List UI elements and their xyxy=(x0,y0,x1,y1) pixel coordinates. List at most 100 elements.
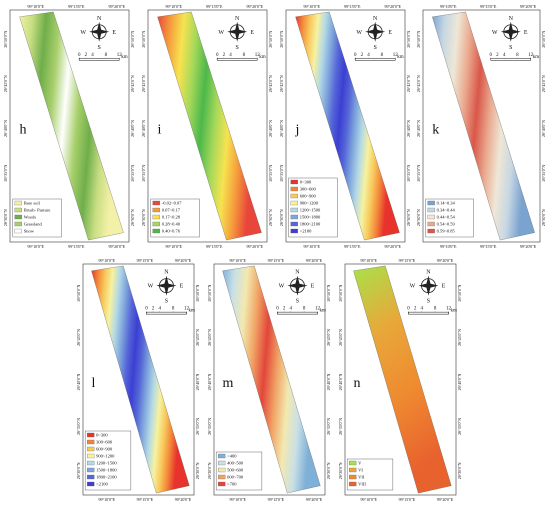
lon-label-bottom: 99°15'0"E xyxy=(268,497,285,502)
compass-s: S xyxy=(427,299,430,305)
legend-swatch xyxy=(290,214,298,220)
scale-bar xyxy=(277,311,318,315)
legend-swatch xyxy=(87,453,95,459)
lat-label-left: 26°35'0"N xyxy=(76,418,81,435)
compass-n: N xyxy=(295,270,300,276)
legend-label: <400 xyxy=(227,454,237,459)
lon-label-top: 99°10'0"E xyxy=(166,4,183,9)
lat-label-left: 26°40'0"N xyxy=(338,373,343,390)
scale-label: 0 xyxy=(407,307,410,312)
lon-label-top: 99°15'0"E xyxy=(399,258,416,263)
lon-label-top: 99°10'0"E xyxy=(28,4,45,9)
lat-label-right: 26°30'0"N xyxy=(541,209,546,226)
lon-label-top: 99°10'0"E xyxy=(230,258,247,263)
lon-label-top: 99°10'0"E xyxy=(304,4,321,9)
legend-label: -0.02~0.07 xyxy=(162,201,182,206)
lat-label-left: 26°40'0"N xyxy=(279,120,284,137)
legend-label: Snow xyxy=(24,229,35,234)
scale-label: 2 xyxy=(85,53,88,58)
legend-label: >700 xyxy=(227,482,237,487)
legend-label: 0.07~0.17 xyxy=(162,208,181,213)
lat-label-left: 26°35'0"N xyxy=(3,165,8,182)
legend-swatch xyxy=(349,460,357,466)
legend-label: Bare soil xyxy=(24,201,41,206)
legend-swatch xyxy=(152,228,160,234)
compass-star xyxy=(156,275,177,296)
compass-s: S xyxy=(98,45,101,51)
lat-label-right: 26°50'0"N xyxy=(457,285,462,302)
scale-label: 8 xyxy=(172,307,175,312)
lon-label-bottom: 99°15'0"E xyxy=(206,244,223,249)
panel-label: n xyxy=(354,376,361,391)
legend-label: 300~600 xyxy=(96,440,113,445)
scale-label: 0 xyxy=(78,53,81,58)
scale-unit: km xyxy=(259,55,266,60)
lat-label-right: 26°35'0"N xyxy=(541,165,546,182)
scale-label: 4 xyxy=(503,53,506,58)
terrain-strip xyxy=(157,11,262,241)
scale-label: 0 xyxy=(145,307,148,312)
lon-label-top: 99°15'0"E xyxy=(344,4,361,9)
legend-swatch xyxy=(218,453,226,459)
legend-label: 0.44~0.54 xyxy=(437,215,456,220)
compass-e: E xyxy=(180,284,184,290)
legend-swatch xyxy=(87,460,95,466)
map-panel: 99°10'0"E 99°10'0"E 99°15'0"E 99°15'0"E 99°2… xyxy=(207,258,331,502)
scale-label: 12 xyxy=(255,53,261,58)
lat-label-left: 26°45'0"N xyxy=(141,75,146,92)
legend-swatch xyxy=(14,207,22,213)
scale-bar xyxy=(216,58,258,61)
compass-e: E xyxy=(524,30,528,36)
compass-n: N xyxy=(373,16,378,22)
scale-label: 4 xyxy=(159,307,162,312)
legend-label: 1800~2100 xyxy=(96,475,117,480)
lat-label-right: 26°50'0"N xyxy=(541,31,546,48)
lat-label-left: 26°40'0"N xyxy=(76,373,81,390)
compass-w: W xyxy=(356,30,362,36)
scale-label: 4 xyxy=(91,53,94,58)
legend-label: 0.54~0.59 xyxy=(437,222,456,227)
scale-bar xyxy=(408,311,449,315)
compass-n: N xyxy=(235,16,240,22)
lon-label-bottom: 99°15'0"E xyxy=(68,244,85,249)
legend-label: 0.17~0.28 xyxy=(162,215,181,220)
compass-s: S xyxy=(374,45,377,51)
legend-label: 400~500 xyxy=(227,461,244,466)
scale-label: 0 xyxy=(276,307,279,312)
lat-label-right: 26°30'0"N xyxy=(326,462,331,479)
panel-label: l xyxy=(92,376,96,391)
lon-label-top: 99°10'0"E xyxy=(361,258,378,263)
legend-swatch xyxy=(349,481,357,487)
compass-e: E xyxy=(311,284,315,290)
legend-swatch xyxy=(290,193,298,199)
terrain-strip xyxy=(91,265,190,494)
map-panel: 99°10'0"E 99°10'0"E 99°15'0"E 99°15'0"E 99°2… xyxy=(3,4,135,249)
lat-label-right: 26°40'0"N xyxy=(541,120,546,137)
legend-swatch xyxy=(427,221,435,227)
lat-label-right: 26°35'0"N xyxy=(130,165,135,182)
map-panel: 99°10'0"E 99°10'0"E 99°15'0"E 99°15'0"E 99°2… xyxy=(76,258,200,502)
scale-label: 8 xyxy=(434,307,437,312)
legend-swatch xyxy=(349,474,357,480)
legend-swatch xyxy=(152,214,160,220)
scale-label: 8 xyxy=(105,53,108,58)
scale-unit: km xyxy=(121,55,128,60)
lon-label-top: 99°20'0"E xyxy=(247,4,264,9)
lat-label-left: 26°35'0"N xyxy=(141,165,146,182)
legend-label: Woods xyxy=(24,215,37,220)
lat-label-left: 26°30'0"N xyxy=(141,209,146,226)
lat-label-left: 26°45'0"N xyxy=(416,75,421,92)
lat-label-left: 26°45'0"N xyxy=(279,75,284,92)
lon-label-top: 99°20'0"E xyxy=(437,258,454,263)
legend-label: >2100 xyxy=(300,229,312,234)
lon-label-bottom: 99°15'0"E xyxy=(399,497,416,502)
lon-label-bottom: 99°20'0"E xyxy=(306,497,323,502)
lon-label-top: 99°20'0"E xyxy=(520,4,537,9)
scale-label: 12 xyxy=(315,307,321,312)
compass-star xyxy=(227,21,248,42)
lat-label-right: 26°45'0"N xyxy=(268,75,273,92)
lon-label-bottom: 99°15'0"E xyxy=(137,497,154,502)
lat-label-left: 26°30'0"N xyxy=(76,462,81,479)
scale-label: 8 xyxy=(381,53,384,58)
